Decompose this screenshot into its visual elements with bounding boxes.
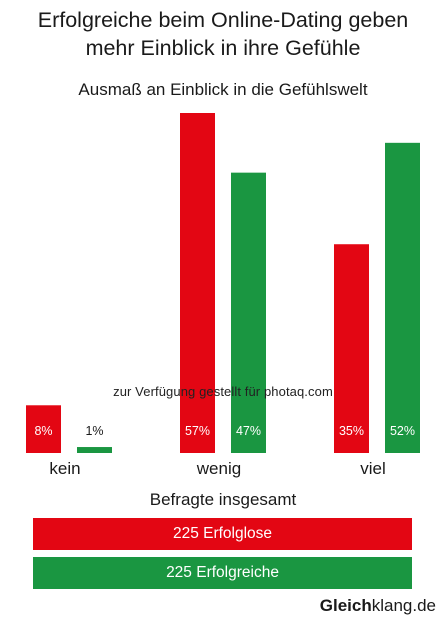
watermark-text: zur Verfügung gestellt für photaq.com <box>113 384 333 399</box>
bar-viel-erfolglose <box>334 244 369 453</box>
legend-item-erfolgreiche: 225 Erfolgreiche <box>33 557 412 589</box>
data-label-kein-erfolgreiche: 1% <box>85 424 103 438</box>
legend-item-erfolglose: 225 Erfolglose <box>33 518 412 550</box>
bar-kein-erfolgreiche <box>77 447 112 453</box>
bar-wenig-erfolgreiche <box>231 172 266 454</box>
brand-regular: klang.de <box>371 596 436 615</box>
data-label-viel-erfolglose: 35% <box>339 424 364 438</box>
data-label-kein-erfolglose: 8% <box>34 424 52 438</box>
category-label-wenig: wenig <box>196 459 241 478</box>
legend-title: Befragte insgesamt <box>149 490 297 509</box>
category-label-kein: kein <box>49 459 80 478</box>
data-label-wenig-erfolgreiche: 47% <box>236 424 261 438</box>
bar-kein-erfolglose <box>26 405 61 453</box>
legend-label-erfolglose: 225 Erfolglose <box>172 525 273 542</box>
brand-bold: Gleich <box>319 596 372 615</box>
bar-chart: 8% 1% kein 57% 47% wenig 35% 52% viel <box>26 113 420 478</box>
bar-viel-erfolgreiche <box>385 142 420 453</box>
chart-title: Erfolgreiche beim Online-Dating geben me… <box>37 8 409 60</box>
category-label-viel: viel <box>360 459 386 478</box>
brand-logo: Gleichklang.de <box>320 596 436 616</box>
data-label-wenig-erfolglose: 57% <box>185 424 210 438</box>
chart-subtitle: Ausmaß an Einblick in die Gefühlswelt <box>78 80 368 99</box>
bar-wenig-erfolglose <box>180 113 215 453</box>
data-label-viel-erfolgreiche: 52% <box>390 424 415 438</box>
legend-label-erfolgreiche: 225 Erfolgreiche <box>166 564 279 581</box>
